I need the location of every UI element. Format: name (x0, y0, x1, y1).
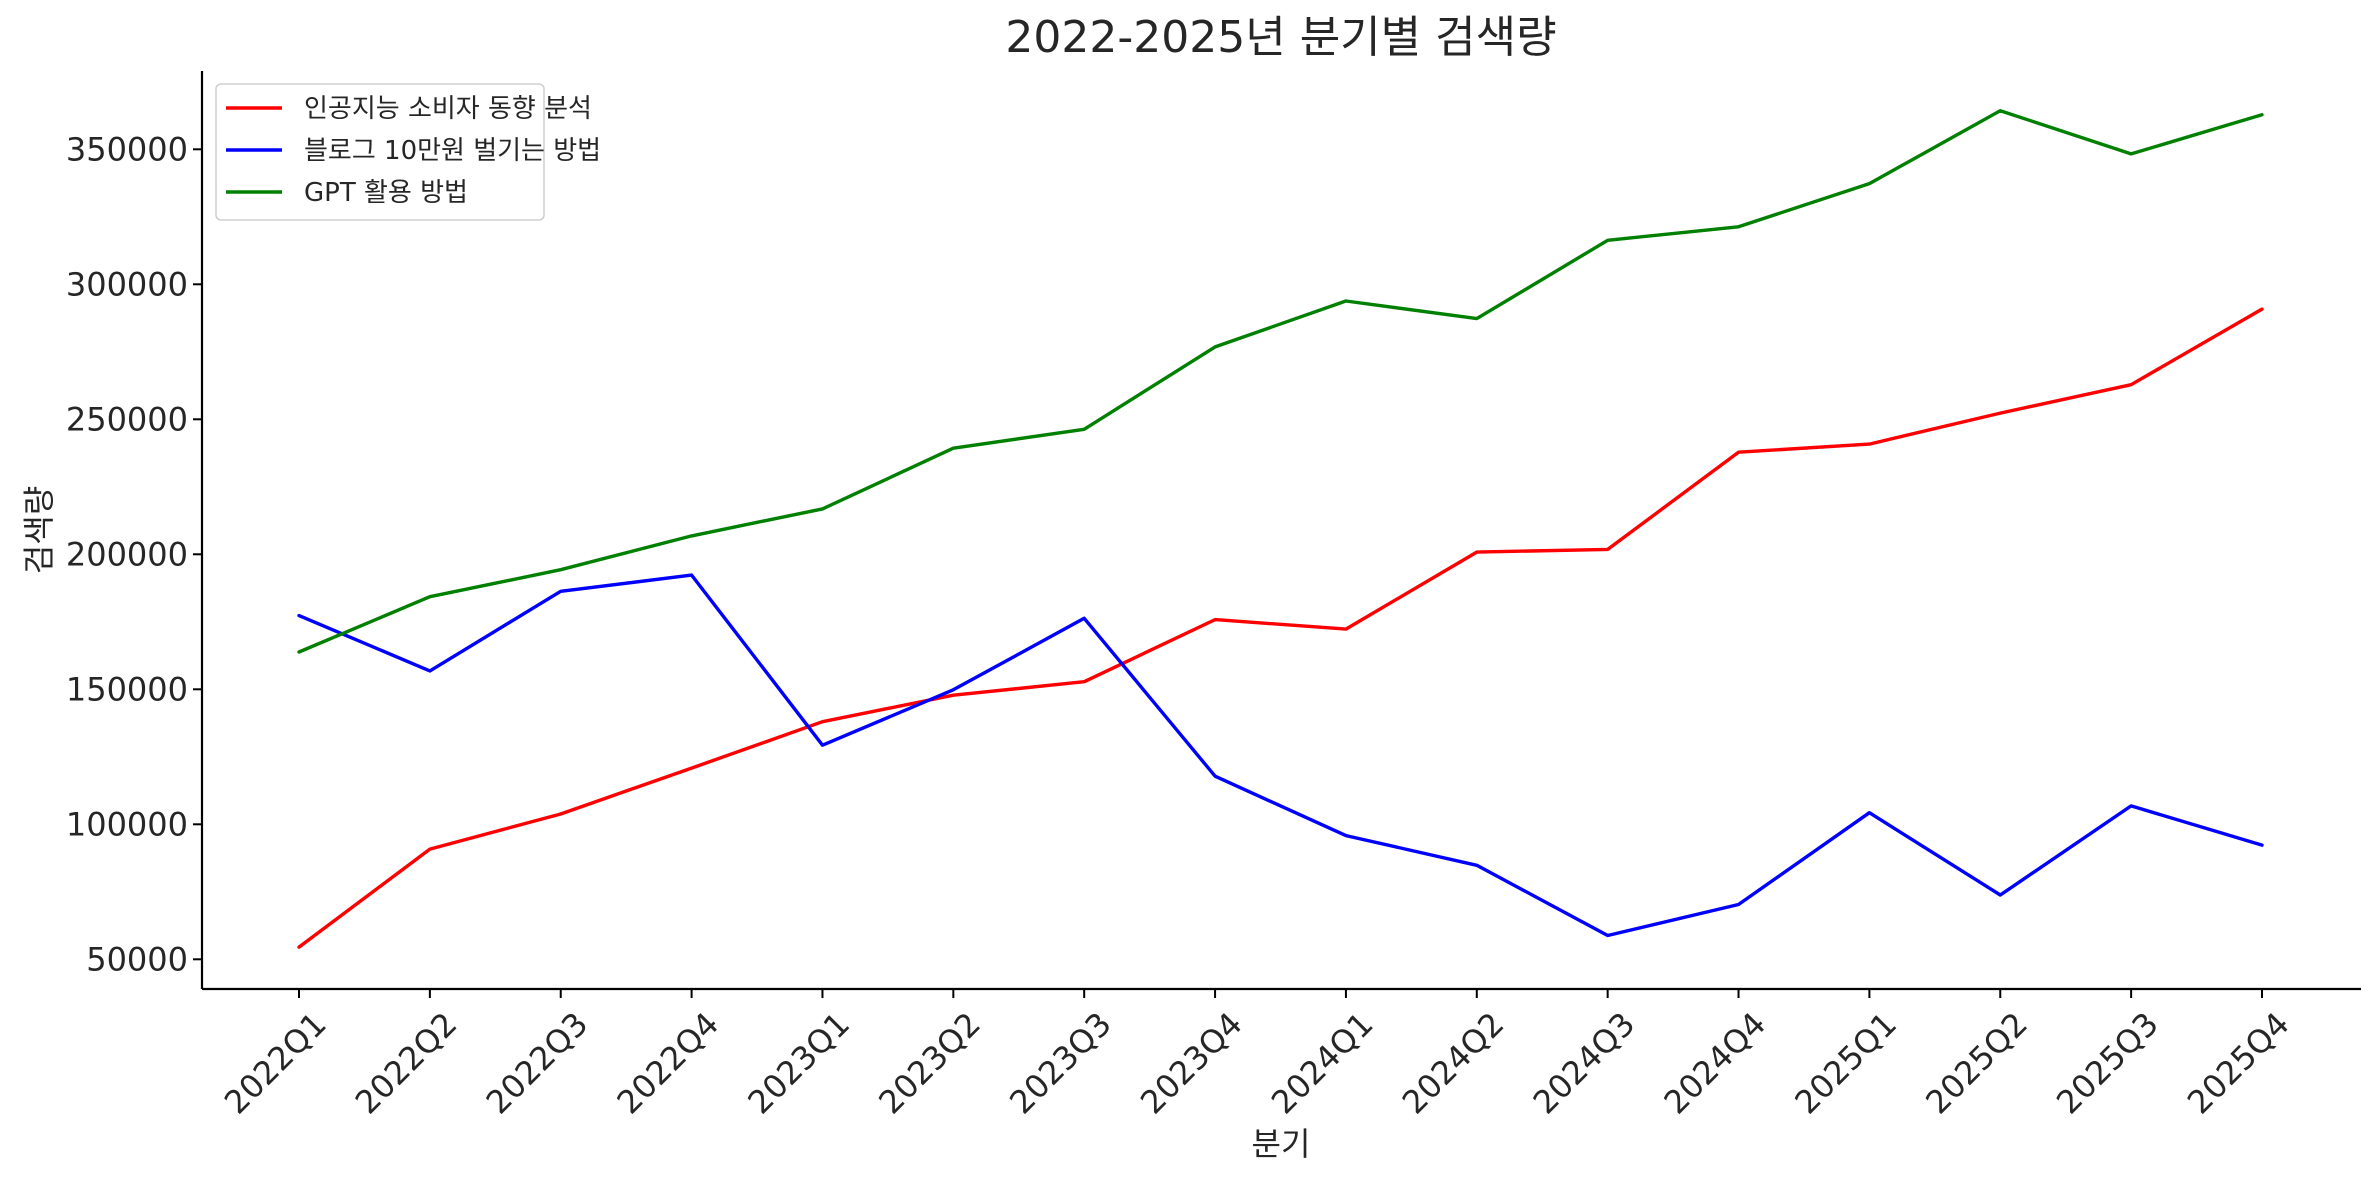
series-line-1 (297, 307, 2264, 949)
y-tick-label: 100000 (66, 805, 188, 843)
y-tick-label: 250000 (66, 400, 188, 438)
y-tick-label: 150000 (66, 670, 188, 708)
y-tick-label: 50000 (86, 940, 188, 978)
legend-box (215, 83, 545, 221)
x-axis-label: 분기 (1252, 1125, 1311, 1163)
chart-title: 2022-2025년 분기별 검색량 (1005, 12, 1556, 63)
legend-label-3: GPT 활용 방법 (304, 178, 468, 208)
series-line-2 (297, 573, 2264, 938)
y-tick-label: 200000 (66, 535, 188, 573)
y-tick-label: 350000 (66, 130, 188, 168)
legend-label-2: 블로그 10만원 벌기는 방법 (304, 136, 601, 166)
y-tick-label: 300000 (66, 265, 188, 303)
y-axis-label: 검색량 (20, 486, 58, 574)
legend-label-1: 인공지능 소비자 동향 분석 (304, 94, 592, 124)
series-line-3 (297, 108, 2264, 654)
